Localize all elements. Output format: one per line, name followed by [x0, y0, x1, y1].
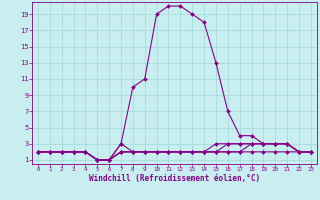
X-axis label: Windchill (Refroidissement éolien,°C): Windchill (Refroidissement éolien,°C)	[89, 174, 260, 183]
